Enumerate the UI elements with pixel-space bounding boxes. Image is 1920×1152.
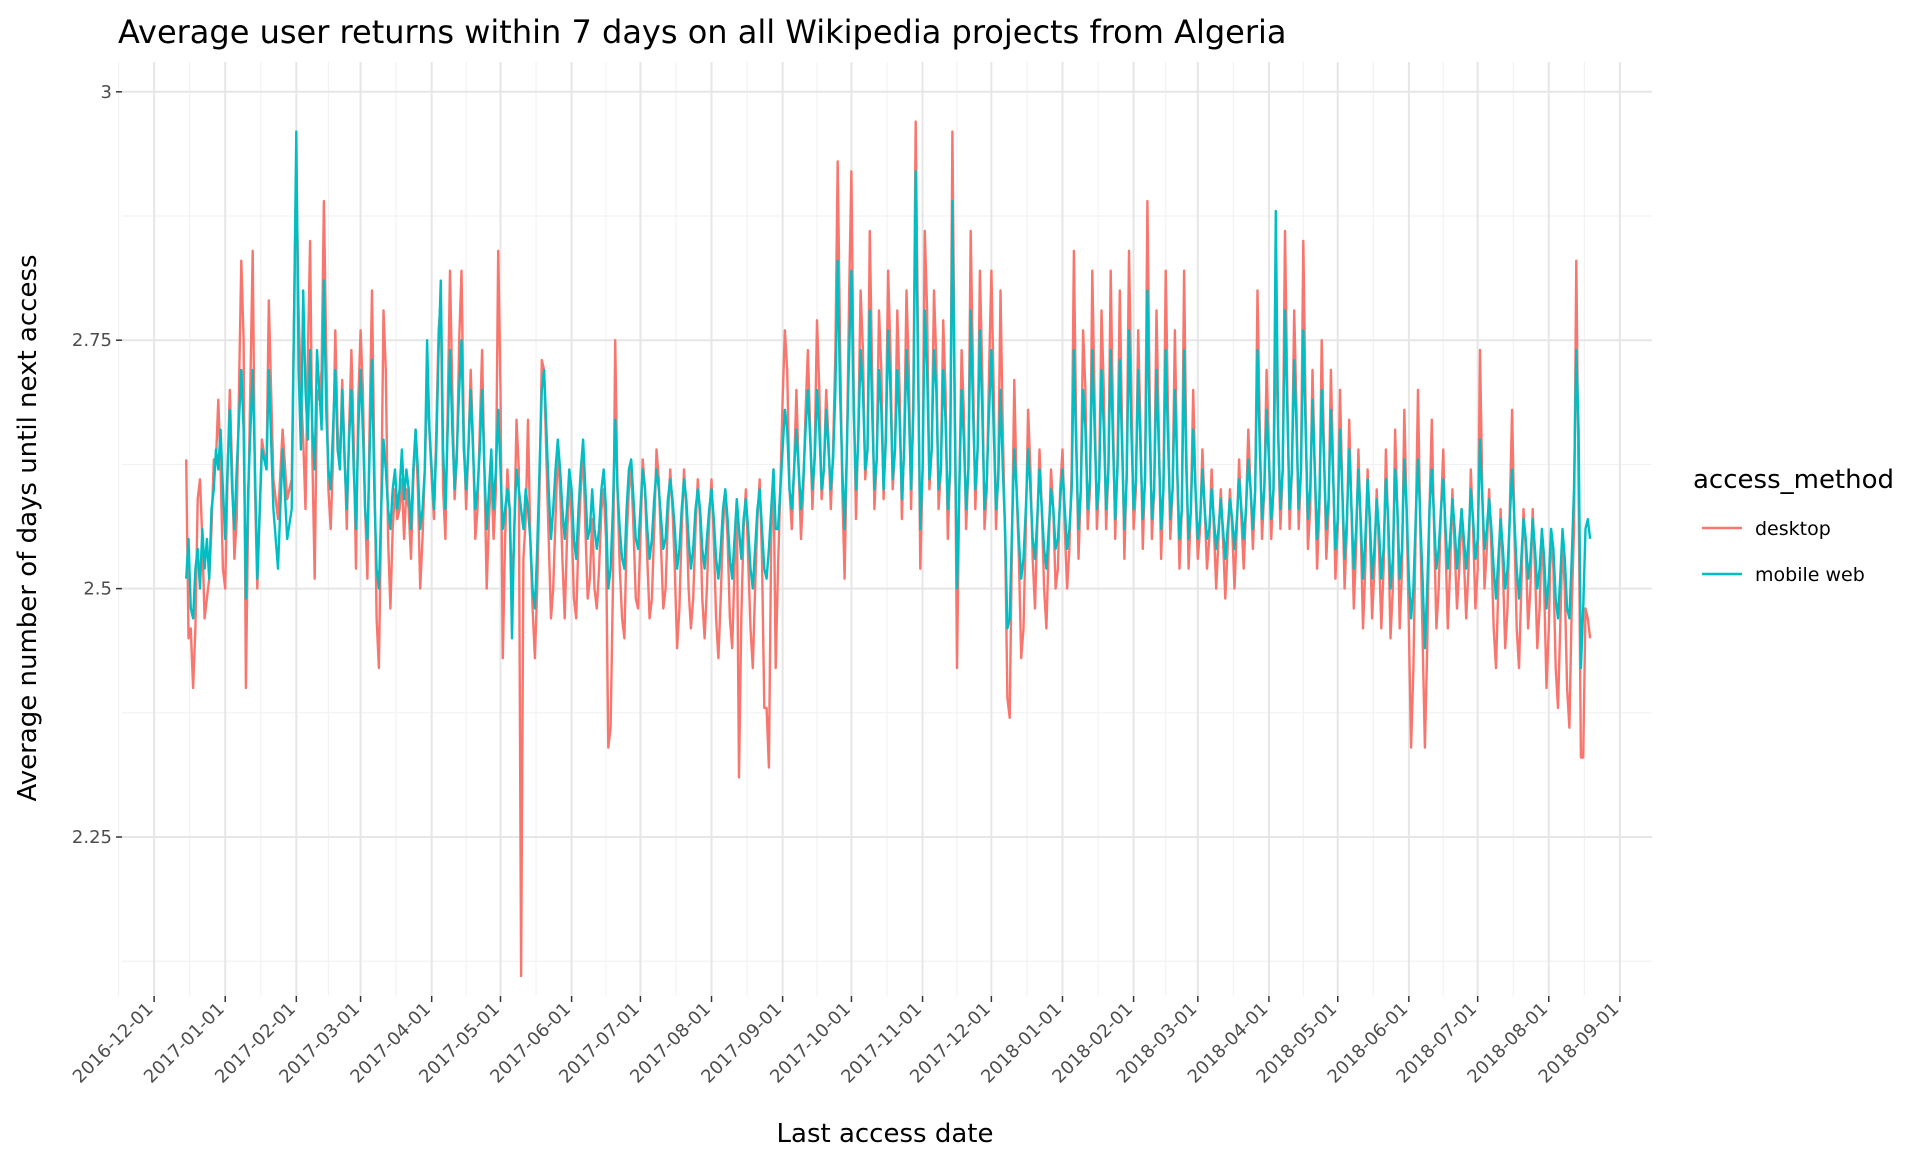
y-tick-label: 2.5 [83,579,112,600]
legend: access_method desktop mobile web [1693,465,1894,586]
legend-label-desktop: desktop [1755,518,1831,540]
y-axis-title: Average number of days until next access [13,254,43,801]
legend-label-mobile-web: mobile web [1755,564,1865,586]
y-tick-label: 3 [101,82,112,103]
y-axis: 2.25 2.5 2.75 3 [72,82,122,848]
x-axis-title: Last access date [777,1119,994,1149]
legend-title: access_method [1693,465,1894,495]
x-axis: 2016-12-012017-01-012017-02-012017-03-01… [69,996,1623,1088]
series-lines [185,120,1592,978]
y-tick-label: 2.75 [72,330,112,351]
grid [117,62,1652,996]
y-tick-label: 2.25 [72,827,112,848]
chart-title: Average user returns within 7 days on al… [118,13,1287,51]
series-line-mobile-web [185,130,1592,670]
